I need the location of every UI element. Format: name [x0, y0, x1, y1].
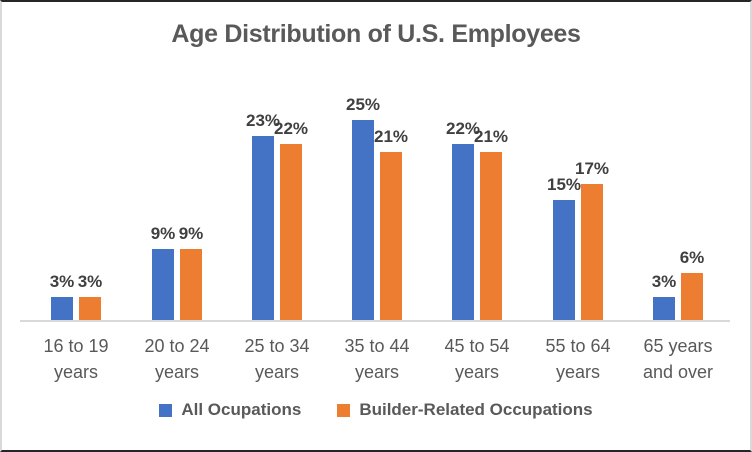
data-label-series-0-cat-3: 25%: [345, 95, 381, 114]
data-label-series-0-cat-6: 3%: [651, 272, 677, 291]
data-label-series-1-cat-4: 21%: [473, 127, 509, 146]
legend: All Ocupations Builder-Related Occupation…: [2, 400, 750, 420]
x-axis-line: [20, 320, 730, 322]
bar-series-1-cat-5: [581, 184, 603, 321]
data-label-series-0-cat-2: 23%: [245, 111, 281, 130]
data-label-series-0-cat-4: 22%: [445, 119, 481, 138]
bar-series-0-cat-0: [51, 297, 73, 321]
data-label-series-1-cat-6: 6%: [679, 248, 705, 267]
category-label-5: 55 to 64 years: [545, 336, 611, 382]
category-label-1: 20 to 24 years: [144, 336, 210, 382]
bar-series-1-cat-3: [380, 152, 402, 321]
category-label-0: 16 to 19 years: [43, 336, 109, 382]
data-label-series-1-cat-0: 3%: [77, 272, 103, 291]
bar-series-1-cat-4: [480, 152, 502, 321]
legend-marker-icon-1: [337, 403, 351, 417]
data-label-series-0-cat-0: 3%: [49, 272, 75, 291]
data-label-series-1-cat-3: 21%: [373, 127, 409, 146]
data-label-series-0-cat-5: 15%: [546, 175, 582, 194]
bar-series-0-cat-5: [553, 200, 575, 321]
data-label-series-1-cat-2: 22%: [273, 119, 309, 138]
chart-title: Age Distribution of U.S. Employees: [171, 20, 581, 48]
bar-series-1-cat-6: [681, 273, 703, 321]
bar-series-0-cat-1: [152, 249, 174, 321]
legend-label-0: All Ocupations: [181, 400, 302, 419]
bar-series-1-cat-2: [280, 144, 302, 321]
bar-series-1-cat-1: [180, 249, 202, 321]
data-label-series-1-cat-5: 17%: [574, 159, 610, 178]
legend-item-1: Builder-Related Occupations: [337, 400, 593, 420]
bar-series-1-cat-0: [79, 297, 101, 321]
data-label-series-1-cat-1: 9%: [178, 224, 204, 243]
category-label-4: 45 to 54 years: [444, 336, 510, 382]
legend-item-0: All Ocupations: [159, 400, 301, 420]
bar-series-0-cat-4: [452, 144, 474, 321]
bar-series-0-cat-2: [252, 136, 274, 321]
category-label-3: 35 to 44 years: [344, 336, 410, 382]
legend-label-1: Builder-Related Occupations: [359, 400, 593, 419]
category-label-6: 65 years and over: [642, 336, 714, 382]
legend-marker-icon-0: [159, 403, 173, 417]
data-label-series-0-cat-1: 9%: [150, 224, 176, 243]
bar-series-0-cat-3: [352, 120, 374, 321]
bar-series-0-cat-6: [653, 297, 675, 321]
category-label-2: 25 to 34 years: [244, 336, 310, 382]
